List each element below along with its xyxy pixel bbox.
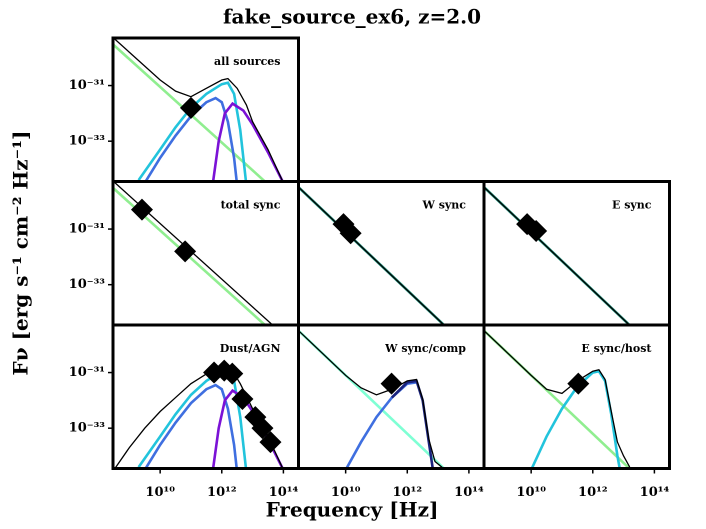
x-tick-label: 10¹⁴ <box>269 485 299 500</box>
panel-title: E sync/host <box>581 342 652 355</box>
y-tick-label: 10⁻³³ <box>69 134 106 149</box>
x-tick-label: 10¹² <box>393 485 422 500</box>
y-tick-label: 10⁻³³ <box>69 421 106 436</box>
y-tick-label: 10⁻³¹ <box>69 365 105 380</box>
sed-curve <box>484 329 631 468</box>
y-tick-label: 10⁻³¹ <box>69 78 105 93</box>
data-point <box>380 372 403 395</box>
panel-background <box>113 38 299 182</box>
x-axis-label: Frequency [Hz] <box>266 498 439 522</box>
y-tick-label: 10⁻³¹ <box>69 222 105 237</box>
x-tick-label: 10¹² <box>207 485 236 500</box>
sed-curve <box>484 186 631 325</box>
data-point <box>567 372 590 395</box>
x-tick-label: 10¹⁰ <box>331 485 361 500</box>
panel-title: all sources <box>214 55 281 68</box>
panel-background <box>298 181 484 325</box>
panel-background <box>484 325 670 469</box>
x-tick-label: 10¹² <box>578 485 607 500</box>
sed-curve <box>144 383 239 469</box>
sed-curve <box>344 380 417 469</box>
panel-title: Dust/AGN <box>220 342 281 355</box>
sed-curve <box>137 81 248 182</box>
panel-background <box>484 181 670 325</box>
x-tick-label: 10¹⁰ <box>145 485 175 500</box>
x-tick-label: 10¹⁴ <box>640 485 670 500</box>
panel-curves <box>298 185 446 325</box>
sed-curve <box>113 181 274 325</box>
data-point <box>259 431 282 454</box>
panel-curves <box>484 185 632 325</box>
panel-title: total sync <box>221 199 281 212</box>
sed-curve <box>530 369 622 469</box>
y-tick-label: 10⁻³³ <box>69 277 106 292</box>
sed-curve <box>113 38 284 182</box>
panel-curves <box>484 328 632 469</box>
data-point <box>174 240 197 263</box>
panel-curves <box>113 38 285 182</box>
x-tick-label: 10¹⁴ <box>454 485 484 500</box>
data-point <box>525 220 548 243</box>
panel-title: W sync/comp <box>384 342 466 355</box>
chart-title: fake_source_ex6, z=2.0 <box>223 5 481 29</box>
data-point <box>339 222 362 245</box>
sed-curve <box>211 101 285 182</box>
sed-curve <box>298 186 445 325</box>
x-tick-label: 10¹⁰ <box>516 485 546 500</box>
data-point <box>130 198 153 221</box>
data-point <box>179 96 202 119</box>
data-point <box>231 388 254 411</box>
data-point <box>221 362 244 385</box>
sed-curve <box>113 42 267 182</box>
panel-frame <box>482 323 671 470</box>
panel-title: E sync <box>612 199 652 212</box>
y-axis-label: Fν [erg s⁻¹ cm⁻² Hz⁻¹] <box>9 131 33 376</box>
sed-curve <box>144 96 239 182</box>
panel-title: W sync <box>422 199 467 212</box>
